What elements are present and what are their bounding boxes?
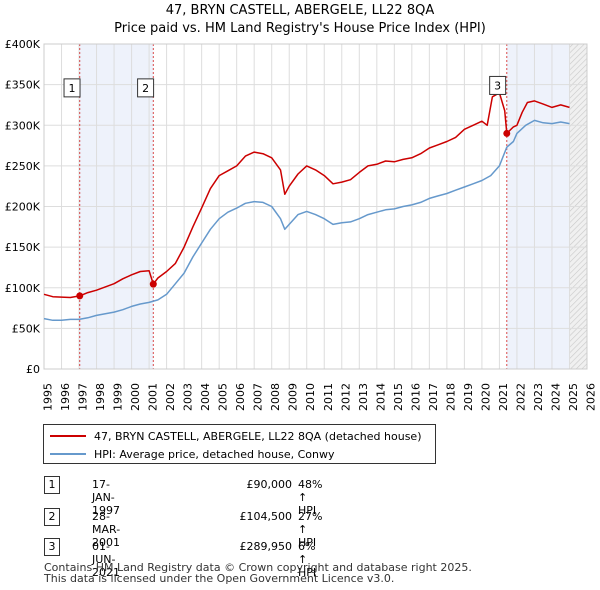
x-tick-label: 2023 <box>532 383 545 411</box>
transaction-price: £90,000 <box>246 478 293 491</box>
transaction-price: £289,950 <box>239 540 293 553</box>
x-tick-label: 2009 <box>287 383 300 411</box>
transaction-badge: 3 <box>44 538 60 556</box>
transaction-hpi: 27% ↑ HPI <box>298 510 323 549</box>
x-tick-label: 1997 <box>77 383 90 411</box>
x-tick-label: 2002 <box>164 383 177 411</box>
y-tick-label: £100K <box>5 282 41 295</box>
sale-point <box>76 292 84 300</box>
transaction-hpi: 48% ↑ HPI <box>298 478 323 517</box>
transaction-hpi: 6% ↑ HPI <box>298 540 317 579</box>
annotation-box <box>137 78 155 98</box>
transaction-date: 17-JAN-1997 <box>92 478 120 517</box>
x-tick-label: 2006 <box>234 383 247 411</box>
x-tick-label: 2005 <box>217 383 230 411</box>
annotation-badge: 3 <box>489 75 507 95</box>
plot-border <box>43 43 588 370</box>
transaction-price: £104,500 <box>239 510 293 523</box>
transaction-date: 01-JUN-2021 <box>92 540 120 579</box>
x-tick-label: 2003 <box>182 383 195 411</box>
x-tick-label: 2018 <box>444 383 457 411</box>
x-tick-label: 1996 <box>59 383 72 411</box>
footer-line-copyright: Contains HM Land Registry data © Crown c… <box>44 561 472 574</box>
sale-point <box>149 280 157 288</box>
legend-item-hpi: HPI: Average price, detached house, Conw… <box>50 446 335 462</box>
chart-legend: 47, BRYN CASTELL, ABERGELE, LL22 8QA (de… <box>43 424 436 464</box>
annotation-box <box>489 75 507 95</box>
transaction-badge: 2 <box>44 508 60 526</box>
transaction-date: 28-MAR-2001 <box>92 510 121 549</box>
x-tick-label: 2015 <box>392 383 405 411</box>
x-tick-label: 2017 <box>427 383 440 411</box>
footer-attribution: Contains HM Land Registry data © Crown c… <box>44 562 472 584</box>
legend-label-hpi: HPI: Average price, detached house, Conw… <box>94 447 335 461</box>
x-tick-label: 2004 <box>199 383 212 411</box>
x-tick-label: 2021 <box>497 383 510 411</box>
x-tick-label: 2022 <box>514 383 527 411</box>
x-tick-label: 2019 <box>462 383 475 411</box>
x-tick-label: 2001 <box>147 383 160 411</box>
x-tick-label: 2020 <box>479 383 492 411</box>
sale-point <box>503 129 511 137</box>
x-tick-label: 2000 <box>129 383 142 411</box>
series-line-hpi <box>43 119 570 322</box>
x-tick-label: 2012 <box>339 383 352 411</box>
x-tick-label: 2007 <box>252 383 265 411</box>
legend-label-property: 47, BRYN CASTELL, ABERGELE, LL22 8QA (de… <box>94 429 422 443</box>
x-tick-label: 2024 <box>549 383 562 411</box>
x-tick-label: 2026 <box>585 383 598 411</box>
x-tick-label: 2011 <box>322 383 335 411</box>
y-tick-label: £200K <box>5 201 41 214</box>
chart-title: 47, BRYN CASTELL, ABERGELE, LL22 8QA <box>165 3 435 18</box>
chart-subtitle: Price paid vs. HM Land Registry's House … <box>114 21 486 36</box>
x-tick-label: 1995 <box>42 383 55 411</box>
legend-swatch-property <box>50 435 86 437</box>
y-tick-label: £150K <box>5 241 41 254</box>
legend-swatch-hpi <box>50 453 86 455</box>
y-tick-label: £50K <box>12 322 41 335</box>
footer-line-licence: This data is licensed under the Open Gov… <box>44 572 395 585</box>
x-tick-label: 2013 <box>357 383 370 411</box>
y-tick-label: £0 <box>26 363 40 376</box>
x-tick-label: 2025 <box>567 383 580 411</box>
x-tick-label: 2010 <box>304 383 317 411</box>
x-tick-label: 2016 <box>409 383 422 411</box>
x-tick-label: 1998 <box>94 383 107 411</box>
x-tick-label: 2014 <box>374 383 387 411</box>
x-tick-label: 2008 <box>269 383 282 411</box>
price-chart: 1995 1996 1997 1998 1999 2000 2001 2002 2003 2004… <box>5 38 598 411</box>
transaction-badge: 1 <box>44 476 60 494</box>
legend-item-property: 47, BRYN CASTELL, ABERGELE, LL22 8QA (de… <box>50 428 422 444</box>
annotation-box <box>63 78 81 98</box>
annotation-label: 3 <box>494 79 501 92</box>
y-tick-label: £250K <box>5 160 41 173</box>
annotation-label: 2 <box>142 82 149 95</box>
annotation-label: 1 <box>69 82 76 95</box>
x-tick-label: 1999 <box>112 383 125 411</box>
annotation-badge: 2 <box>137 78 155 98</box>
y-tick-label: £400K <box>5 38 41 51</box>
y-tick-label: £350K <box>5 79 41 92</box>
y-tick-label: £300K <box>5 119 41 132</box>
annotation-badge: 1 <box>63 78 81 98</box>
